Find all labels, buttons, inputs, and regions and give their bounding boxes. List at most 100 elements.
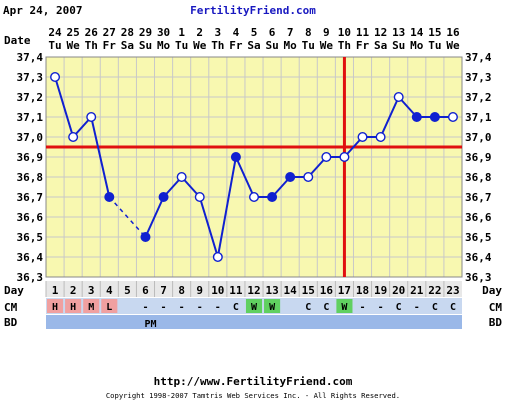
footer-url[interactable]: http://www.FertilityFriend.com — [154, 375, 353, 388]
day-number: 14 — [284, 284, 298, 297]
day-number: 23 — [446, 284, 459, 297]
weekday-tick: Tu — [302, 39, 315, 52]
day-row-bg — [46, 281, 462, 297]
temp-point — [285, 171, 296, 182]
temp-point — [212, 251, 223, 262]
temp-line-segment — [198, 196, 219, 258]
y-tick-left: 37,2 — [17, 91, 44, 104]
temp-point — [104, 191, 115, 202]
weekday-tick: Su — [139, 39, 152, 52]
date-tick: 14 — [410, 26, 424, 39]
cm-value: C — [233, 302, 239, 313]
footer-copyright: Copyright 1998-2007 Tamtris Web Services… — [106, 391, 400, 400]
y-tick-left: 37,3 — [17, 71, 44, 84]
date-tick: 25 — [67, 26, 80, 39]
cm-value: C — [323, 302, 329, 313]
y-tick-right: 37,4 — [465, 51, 492, 64]
cm-value: W — [269, 302, 276, 313]
y-tick-left: 36,5 — [17, 231, 44, 244]
date-tick: 8 — [305, 26, 312, 39]
y-tick-left: 36,7 — [17, 191, 44, 204]
weekday-tick: We — [320, 39, 334, 52]
cm-cell-highlight — [47, 299, 64, 313]
date-tick: 5 — [251, 26, 258, 39]
weekday-tick: Fr — [229, 39, 243, 52]
day-number: 11 — [229, 284, 243, 297]
cm-cell-highlight — [245, 299, 263, 313]
y-tick-left: 36,8 — [17, 171, 44, 184]
cm-value: - — [378, 302, 384, 313]
weekday-tick: Su — [392, 39, 405, 52]
weekday-tick: Fr — [103, 39, 117, 52]
weekday-tick: Sa — [374, 39, 387, 52]
cm-row-label-right: CM — [489, 301, 503, 314]
cm-value: H — [70, 302, 76, 313]
y-tick-right: 36,5 — [465, 231, 492, 244]
cm-cell-highlight — [101, 299, 118, 313]
temp-point — [194, 191, 205, 202]
temp-line-segment — [90, 116, 111, 198]
temp-point — [357, 131, 368, 142]
y-tick-right: 36,8 — [465, 171, 492, 184]
temp-point — [447, 111, 458, 122]
y-tick-left: 36,9 — [17, 151, 44, 164]
cm-value: M — [88, 302, 94, 313]
date-tick: 30 — [157, 26, 170, 39]
date-tick: 7 — [287, 26, 294, 39]
cm-cell-highlight — [264, 299, 281, 313]
weekday-tick: Sa — [121, 39, 134, 52]
temp-point — [339, 151, 350, 162]
temp-line-segment — [54, 76, 75, 138]
y-tick-right: 37,2 — [465, 91, 492, 104]
temp-line-segment — [379, 96, 400, 138]
temp-point — [375, 131, 386, 142]
day-row-label-left: Day — [4, 284, 24, 297]
day-number: 18 — [356, 284, 369, 297]
temp-line-segment — [216, 156, 237, 258]
chart-date: Apr 24, 2007 — [3, 4, 82, 17]
temp-line-segment — [144, 196, 165, 238]
bd-row-label-left: BD — [4, 316, 18, 329]
day-row-label-right: Day — [482, 284, 502, 297]
date-tick: 4 — [233, 26, 240, 39]
cm-value: - — [179, 302, 185, 313]
temp-point — [267, 191, 278, 202]
date-tick: 24 — [48, 26, 62, 39]
cm-value: - — [414, 302, 420, 313]
brand-title: FertilityFriend.com — [190, 4, 316, 17]
temp-point — [230, 151, 241, 162]
weekday-tick: Mo — [284, 39, 298, 52]
y-tick-right: 36,3 — [465, 271, 492, 284]
day-number: 3 — [88, 284, 95, 297]
temp-point — [411, 111, 422, 122]
y-tick-right: 36,4 — [465, 251, 492, 264]
y-tick-right: 36,9 — [465, 151, 492, 164]
day-number: 13 — [265, 284, 278, 297]
date-tick: 27 — [103, 26, 116, 39]
cm-value: - — [215, 302, 221, 313]
y-tick-left: 36,6 — [17, 211, 44, 224]
temp-point — [68, 131, 79, 142]
temp-line-dashed — [108, 196, 147, 238]
weekday-tick: We — [193, 39, 207, 52]
y-tick-right: 37,1 — [465, 111, 492, 124]
day-number: 10 — [211, 284, 224, 297]
date-tick: 28 — [121, 26, 134, 39]
weekday-tick: Th — [338, 39, 351, 52]
cm-value: - — [142, 302, 148, 313]
cm-value: C — [305, 302, 311, 313]
day-number: 22 — [428, 284, 441, 297]
y-tick-right: 36,7 — [465, 191, 492, 204]
cm-cell-highlight — [65, 299, 82, 313]
weekday-tick: Tu — [175, 39, 188, 52]
temp-point — [158, 191, 169, 202]
y-tick-right: 37,0 — [465, 131, 492, 144]
cm-value: H — [52, 302, 58, 313]
bd-row-label-right: BD — [489, 316, 503, 329]
day-number: 9 — [196, 284, 203, 297]
weekday-tick: Tu — [48, 39, 61, 52]
day-number: 15 — [302, 284, 315, 297]
cm-value: C — [396, 302, 402, 313]
day-number: 6 — [142, 284, 149, 297]
